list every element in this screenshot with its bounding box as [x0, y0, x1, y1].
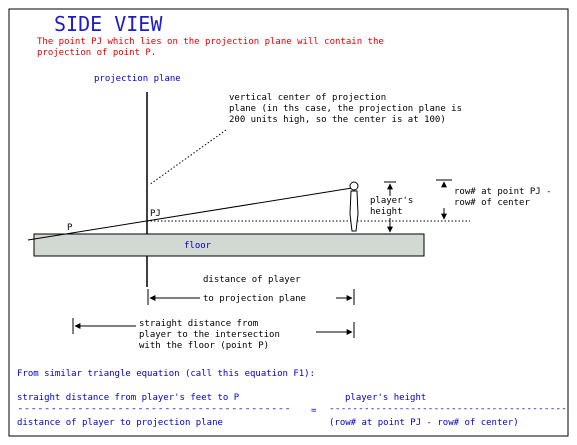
- intro-line-2: projection of point P.: [37, 48, 156, 58]
- floor-rect: [33, 233, 425, 257]
- row-note-line-1: row# at point PJ -: [454, 187, 552, 197]
- projection-plane-label: projection plane: [94, 74, 181, 84]
- vertical-center-line-1: vertical center of projection: [229, 93, 386, 103]
- point-pj-label: PJ: [150, 209, 161, 219]
- equation-equals-sign: =: [311, 406, 317, 416]
- intro-line-1: The point PJ which lies on the projectio…: [37, 37, 384, 47]
- diagram-border: [8, 8, 569, 437]
- straight-distance-line-2: player to the intersection: [139, 330, 280, 340]
- equation-rhs-denominator: (row# at point PJ - row# of center): [329, 418, 519, 428]
- player-figure: [349, 181, 359, 232]
- equation-lhs-denominator: distance of player to projection plane: [17, 418, 223, 428]
- player-height-label-2: height: [370, 207, 403, 217]
- player-head: [349, 181, 359, 191]
- straight-distance-line-3: with the floor (point P): [139, 341, 269, 351]
- equation-heading: From similar triangle equation (call thi…: [17, 369, 315, 379]
- page-title: SIDE VIEW: [54, 12, 163, 36]
- vertical-center-line-3: 200 units high, so the center is at 100): [229, 115, 446, 125]
- line-of-sight: [27, 187, 353, 241]
- equation-rhs-bar: ----------------------------------------…: [329, 404, 567, 414]
- vertical-center-line-2: plane (in ths case, the projection plane…: [229, 104, 462, 114]
- distance-plane-label-1: distance of player: [203, 275, 301, 285]
- point-p-label: P: [67, 223, 73, 233]
- player-height-label-1: player's: [370, 196, 413, 206]
- distance-plane-label-2: to projection plane: [203, 294, 306, 304]
- equation-lhs-bar: ----------------------------------------…: [17, 404, 291, 414]
- equation-lhs-numerator: straight distance from player's feet to …: [17, 393, 240, 403]
- equation-f1: From similar triangle equation (call thi…: [17, 369, 567, 428]
- row-note-line-2: row# of center: [454, 198, 530, 208]
- equation-rhs-numerator: player's height: [345, 393, 426, 403]
- player-body: [349, 190, 359, 232]
- straight-distance-line-1: straight distance from: [139, 319, 258, 329]
- floor-label: floor: [184, 241, 212, 251]
